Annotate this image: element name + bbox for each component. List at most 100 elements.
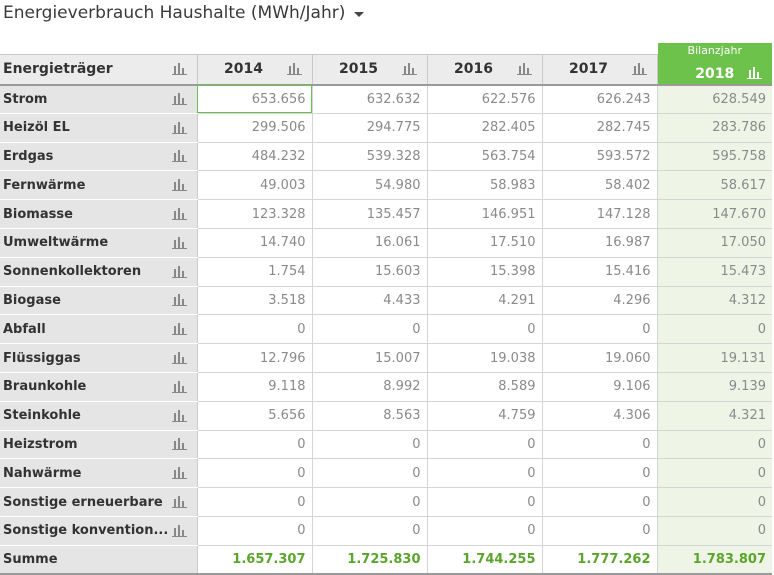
value-cell[interactable]: 0 bbox=[542, 314, 658, 345]
bilanz-value-cell[interactable]: 595.758 bbox=[657, 142, 772, 172]
value-cell[interactable]: 147.128 bbox=[542, 199, 658, 229]
value-cell[interactable]: 626.243 bbox=[542, 84, 658, 114]
bilanz-value-cell[interactable]: 58.617 bbox=[657, 170, 772, 201]
bilanz-value-cell[interactable]: 1.783.807 bbox=[657, 545, 772, 575]
value-cell[interactable]: 632.632 bbox=[312, 84, 428, 114]
value-cell[interactable]: 58.983 bbox=[427, 170, 543, 201]
value-cell[interactable]: 54.980 bbox=[312, 170, 428, 201]
value-cell[interactable]: 3.518 bbox=[197, 286, 313, 316]
value-cell[interactable]: 0 bbox=[542, 458, 658, 489]
value-cell[interactable]: 0 bbox=[312, 430, 428, 460]
value-cell[interactable]: 8.589 bbox=[427, 372, 543, 402]
value-cell[interactable]: 9.118 bbox=[197, 372, 313, 402]
value-cell[interactable]: 0 bbox=[197, 314, 313, 345]
value-cell[interactable]: 563.754 bbox=[427, 142, 543, 172]
value-cell[interactable]: 0 bbox=[197, 430, 313, 460]
value-cell[interactable]: 0 bbox=[197, 487, 313, 517]
value-cell[interactable]: 9.106 bbox=[542, 372, 658, 402]
bar-chart-icon[interactable] bbox=[171, 63, 187, 76]
bilanz-value-cell[interactable]: 0 bbox=[657, 458, 772, 489]
bar-chart-icon[interactable] bbox=[171, 409, 187, 422]
bar-chart-icon[interactable] bbox=[171, 496, 187, 509]
page-title-dropdown[interactable]: Energieverbrauch Haushalte (MWh/Jahr) bbox=[3, 1, 365, 25]
bilanz-value-cell[interactable]: 19.131 bbox=[657, 343, 772, 373]
value-cell[interactable]: 484.232 bbox=[197, 142, 313, 172]
bar-chart-icon[interactable] bbox=[171, 179, 187, 192]
value-cell[interactable]: 1.777.262 bbox=[542, 545, 658, 575]
value-cell[interactable]: 1.744.255 bbox=[427, 545, 543, 575]
bar-chart-icon[interactable] bbox=[286, 63, 302, 76]
value-cell[interactable]: 15.603 bbox=[312, 257, 428, 287]
value-cell[interactable]: 0 bbox=[312, 458, 428, 489]
value-cell[interactable]: 0 bbox=[542, 430, 658, 460]
bar-chart-icon[interactable] bbox=[171, 524, 187, 537]
value-cell[interactable]: 19.060 bbox=[542, 343, 658, 373]
bilanz-value-cell[interactable]: 4.312 bbox=[657, 286, 772, 316]
bar-chart-icon[interactable] bbox=[171, 323, 187, 336]
value-cell[interactable]: 1.754 bbox=[197, 257, 313, 287]
value-cell[interactable]: 15.007 bbox=[312, 343, 428, 373]
value-cell[interactable]: 0 bbox=[197, 516, 313, 546]
value-cell[interactable]: 0 bbox=[197, 458, 313, 489]
bilanz-value-cell[interactable]: 15.473 bbox=[657, 257, 772, 287]
value-cell[interactable]: 19.038 bbox=[427, 343, 543, 373]
bar-chart-icon[interactable] bbox=[171, 208, 187, 221]
value-cell[interactable]: 653.656 bbox=[197, 84, 313, 114]
value-cell[interactable]: 4.291 bbox=[427, 286, 543, 316]
value-cell[interactable]: 0 bbox=[542, 516, 658, 546]
value-cell[interactable]: 0 bbox=[427, 430, 543, 460]
bar-chart-icon[interactable] bbox=[516, 63, 532, 76]
value-cell[interactable]: 0 bbox=[312, 487, 428, 517]
value-cell[interactable]: 123.328 bbox=[197, 199, 313, 229]
value-cell[interactable]: 0 bbox=[427, 487, 543, 517]
bilanz-value-cell[interactable]: 0 bbox=[657, 487, 772, 517]
bilanz-value-cell[interactable]: 17.050 bbox=[657, 228, 772, 258]
value-cell[interactable]: 16.061 bbox=[312, 228, 428, 258]
bar-chart-icon[interactable] bbox=[171, 121, 187, 134]
value-cell[interactable]: 4.759 bbox=[427, 401, 543, 431]
value-cell[interactable]: 4.296 bbox=[542, 286, 658, 316]
bilanz-value-cell[interactable]: 0 bbox=[657, 314, 772, 345]
value-cell[interactable]: 1.657.307 bbox=[197, 545, 313, 575]
value-cell[interactable]: 0 bbox=[312, 516, 428, 546]
bar-chart-icon[interactable] bbox=[171, 236, 187, 249]
value-cell[interactable]: 49.003 bbox=[197, 170, 313, 201]
value-cell[interactable]: 8.992 bbox=[312, 372, 428, 402]
bilanz-value-cell[interactable]: 4.321 bbox=[657, 401, 772, 431]
value-cell[interactable]: 0 bbox=[427, 458, 543, 489]
bar-chart-icon[interactable] bbox=[171, 265, 187, 278]
bar-chart-icon[interactable] bbox=[747, 66, 762, 79]
bilanz-value-cell[interactable]: 147.670 bbox=[657, 199, 772, 229]
value-cell[interactable]: 0 bbox=[312, 314, 428, 345]
bar-chart-icon[interactable] bbox=[171, 150, 187, 163]
value-cell[interactable]: 539.328 bbox=[312, 142, 428, 172]
bar-chart-icon[interactable] bbox=[171, 438, 187, 451]
bar-chart-icon[interactable] bbox=[401, 63, 417, 76]
value-cell[interactable]: 0 bbox=[427, 516, 543, 546]
value-cell[interactable]: 282.745 bbox=[542, 113, 658, 143]
value-cell[interactable]: 12.796 bbox=[197, 343, 313, 373]
bilanz-value-cell[interactable]: 9.139 bbox=[657, 372, 772, 402]
bilanz-value-cell[interactable]: 0 bbox=[657, 430, 772, 460]
value-cell[interactable]: 282.405 bbox=[427, 113, 543, 143]
bar-chart-icon[interactable] bbox=[171, 380, 187, 393]
bar-chart-icon[interactable] bbox=[171, 294, 187, 307]
value-cell[interactable]: 15.398 bbox=[427, 257, 543, 287]
value-cell[interactable]: 294.775 bbox=[312, 113, 428, 143]
bilanz-value-cell[interactable]: 0 bbox=[657, 516, 772, 546]
bar-chart-icon[interactable] bbox=[171, 93, 187, 106]
bar-chart-icon[interactable] bbox=[171, 352, 187, 365]
value-cell[interactable]: 299.506 bbox=[197, 113, 313, 143]
value-cell[interactable]: 0 bbox=[542, 487, 658, 517]
bar-chart-icon[interactable] bbox=[631, 63, 647, 76]
value-cell[interactable]: 4.306 bbox=[542, 401, 658, 431]
value-cell[interactable]: 14.740 bbox=[197, 228, 313, 258]
value-cell[interactable]: 8.563 bbox=[312, 401, 428, 431]
bilanz-value-cell[interactable]: 628.549 bbox=[657, 84, 772, 114]
value-cell[interactable]: 0 bbox=[427, 314, 543, 345]
value-cell[interactable]: 17.510 bbox=[427, 228, 543, 258]
value-cell[interactable]: 1.725.830 bbox=[312, 545, 428, 575]
bar-chart-icon[interactable] bbox=[171, 467, 187, 480]
value-cell[interactable]: 622.576 bbox=[427, 84, 543, 114]
value-cell[interactable]: 16.987 bbox=[542, 228, 658, 258]
